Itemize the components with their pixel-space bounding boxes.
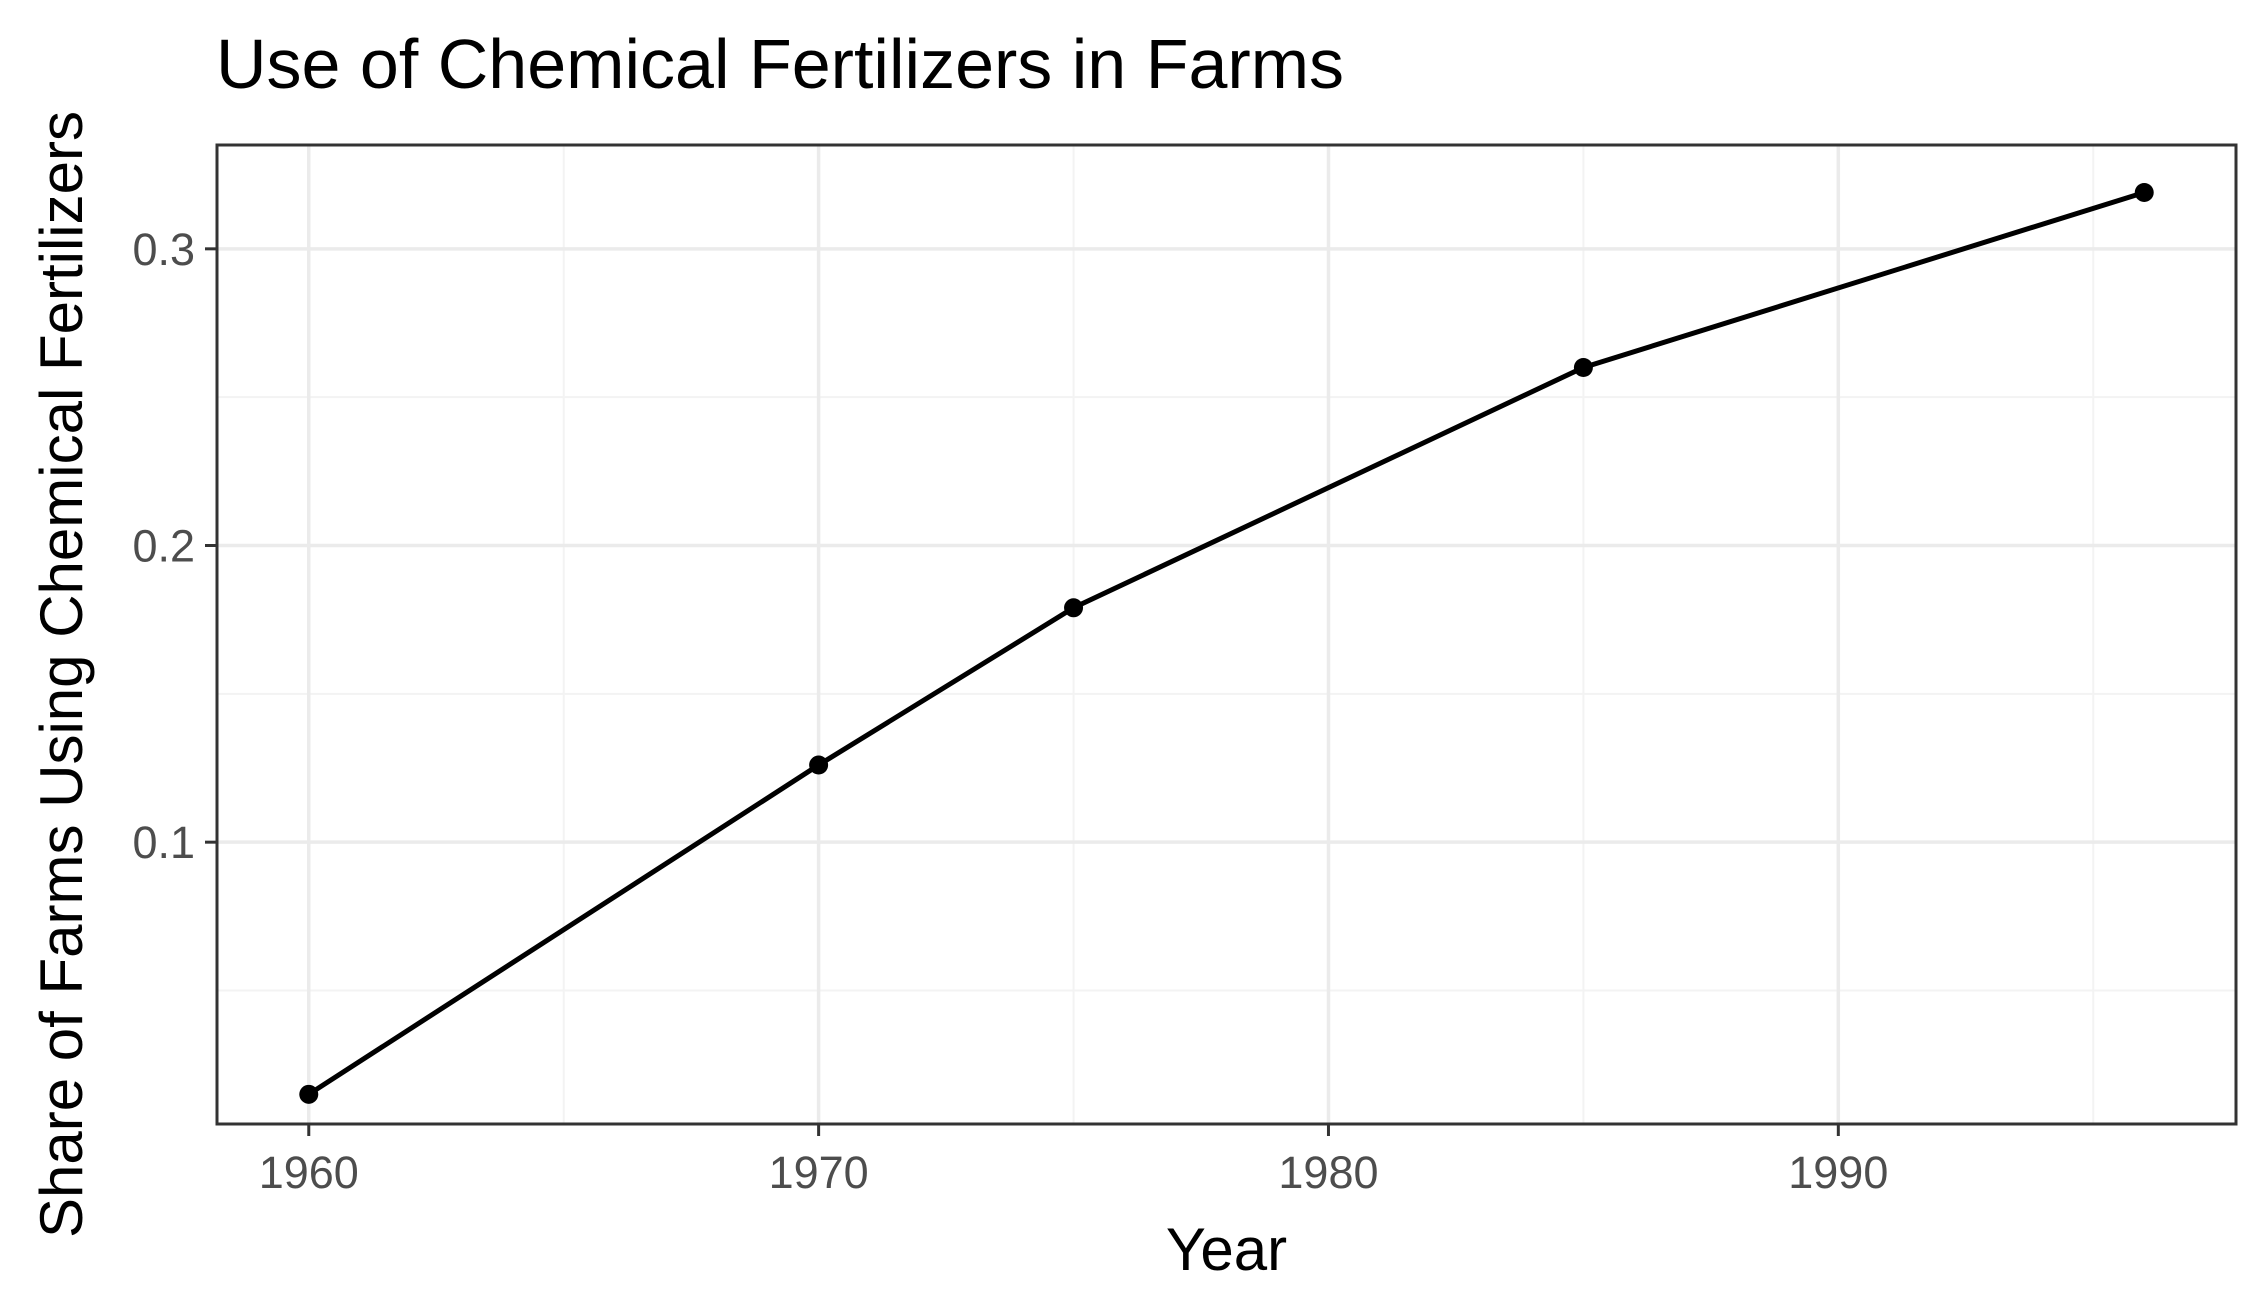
x-tick-label: 1980 [1278, 1147, 1378, 1198]
data-point [1573, 358, 1593, 377]
y-tick-label: 0.2 [132, 521, 195, 572]
y-tick-label: 0.3 [132, 224, 195, 275]
data-point [809, 755, 829, 775]
plot-panel-border [215, 143, 2238, 1126]
x-tick-label: 1990 [1788, 1147, 1888, 1198]
y-tick-label: 0.1 [132, 817, 195, 868]
y-axis: 0.1 0.2 0.3 [132, 224, 217, 868]
x-axis: 1960 1970 1980 1990 [259, 1124, 1888, 1198]
chart-title: Use of Chemical Fertilizers in Farms [216, 25, 1344, 103]
x-tick-label: 1960 [259, 1147, 359, 1198]
major-gridlines [217, 145, 2236, 1124]
x-tick-label: 1970 [769, 1147, 869, 1198]
data-series [299, 182, 2154, 1104]
data-point [1064, 598, 1084, 618]
series-line [307, 190, 2145, 1097]
minor-gridlines [217, 145, 2236, 1124]
data-point [2134, 182, 2154, 202]
x-axis-title: Year [1166, 1216, 1287, 1283]
y-axis-title: Share of Farms Using Chemical Fertilizer… [28, 111, 95, 1238]
data-point [299, 1084, 319, 1104]
